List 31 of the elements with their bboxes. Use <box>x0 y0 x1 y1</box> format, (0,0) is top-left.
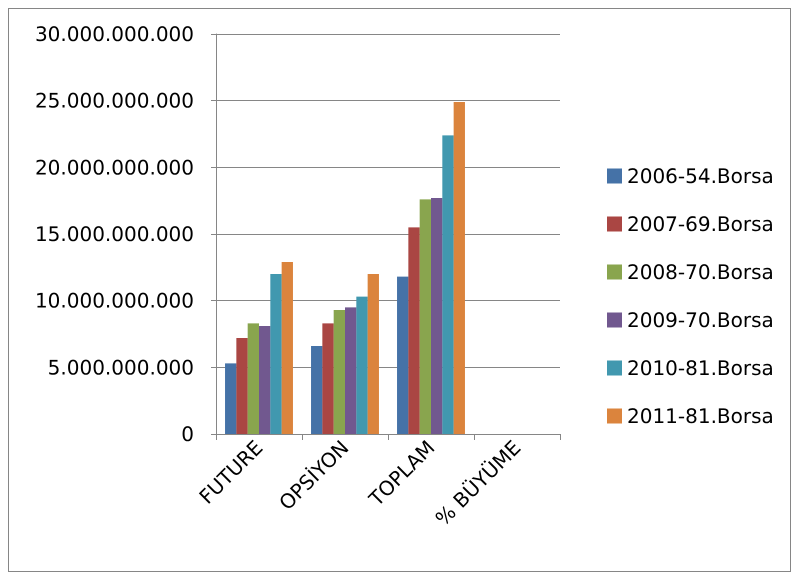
y-tick-label: 0 <box>181 422 194 446</box>
bar <box>356 296 368 434</box>
bar <box>270 274 282 434</box>
bar <box>225 363 236 434</box>
bar <box>420 199 431 434</box>
bar <box>454 102 465 434</box>
y-tick-label: 15.000.000.000 <box>34 222 194 246</box>
legend-label: 2006-54.Borsa <box>627 164 774 188</box>
bar <box>259 326 270 434</box>
legend-label: 2010-81.Borsa <box>627 356 774 380</box>
bar <box>282 262 293 434</box>
legend-label: 2011-81.Borsa <box>627 404 774 428</box>
bar <box>322 323 334 434</box>
bar <box>442 135 454 434</box>
bar <box>334 310 345 434</box>
bar <box>368 274 379 434</box>
legend-label: 2008-70.Borsa <box>627 260 774 284</box>
bar <box>345 307 356 434</box>
y-tick-label: 5.000.000.000 <box>48 355 194 380</box>
y-tick-label: 30.000.000.000 <box>34 22 194 46</box>
legend-label: 2009-70.Borsa <box>627 308 774 332</box>
bar <box>236 338 248 434</box>
y-tick-label: 25.000.000.000 <box>34 88 194 113</box>
legend-label: 2007-69.Borsa <box>627 212 774 236</box>
y-tick-label: 10.000.000.000 <box>34 288 194 313</box>
bar <box>311 346 322 434</box>
y-tick-label: 20.000.000.000 <box>34 155 194 180</box>
bar <box>431 198 442 434</box>
bar <box>248 323 259 434</box>
bar <box>408 227 420 434</box>
bar <box>397 276 408 434</box>
